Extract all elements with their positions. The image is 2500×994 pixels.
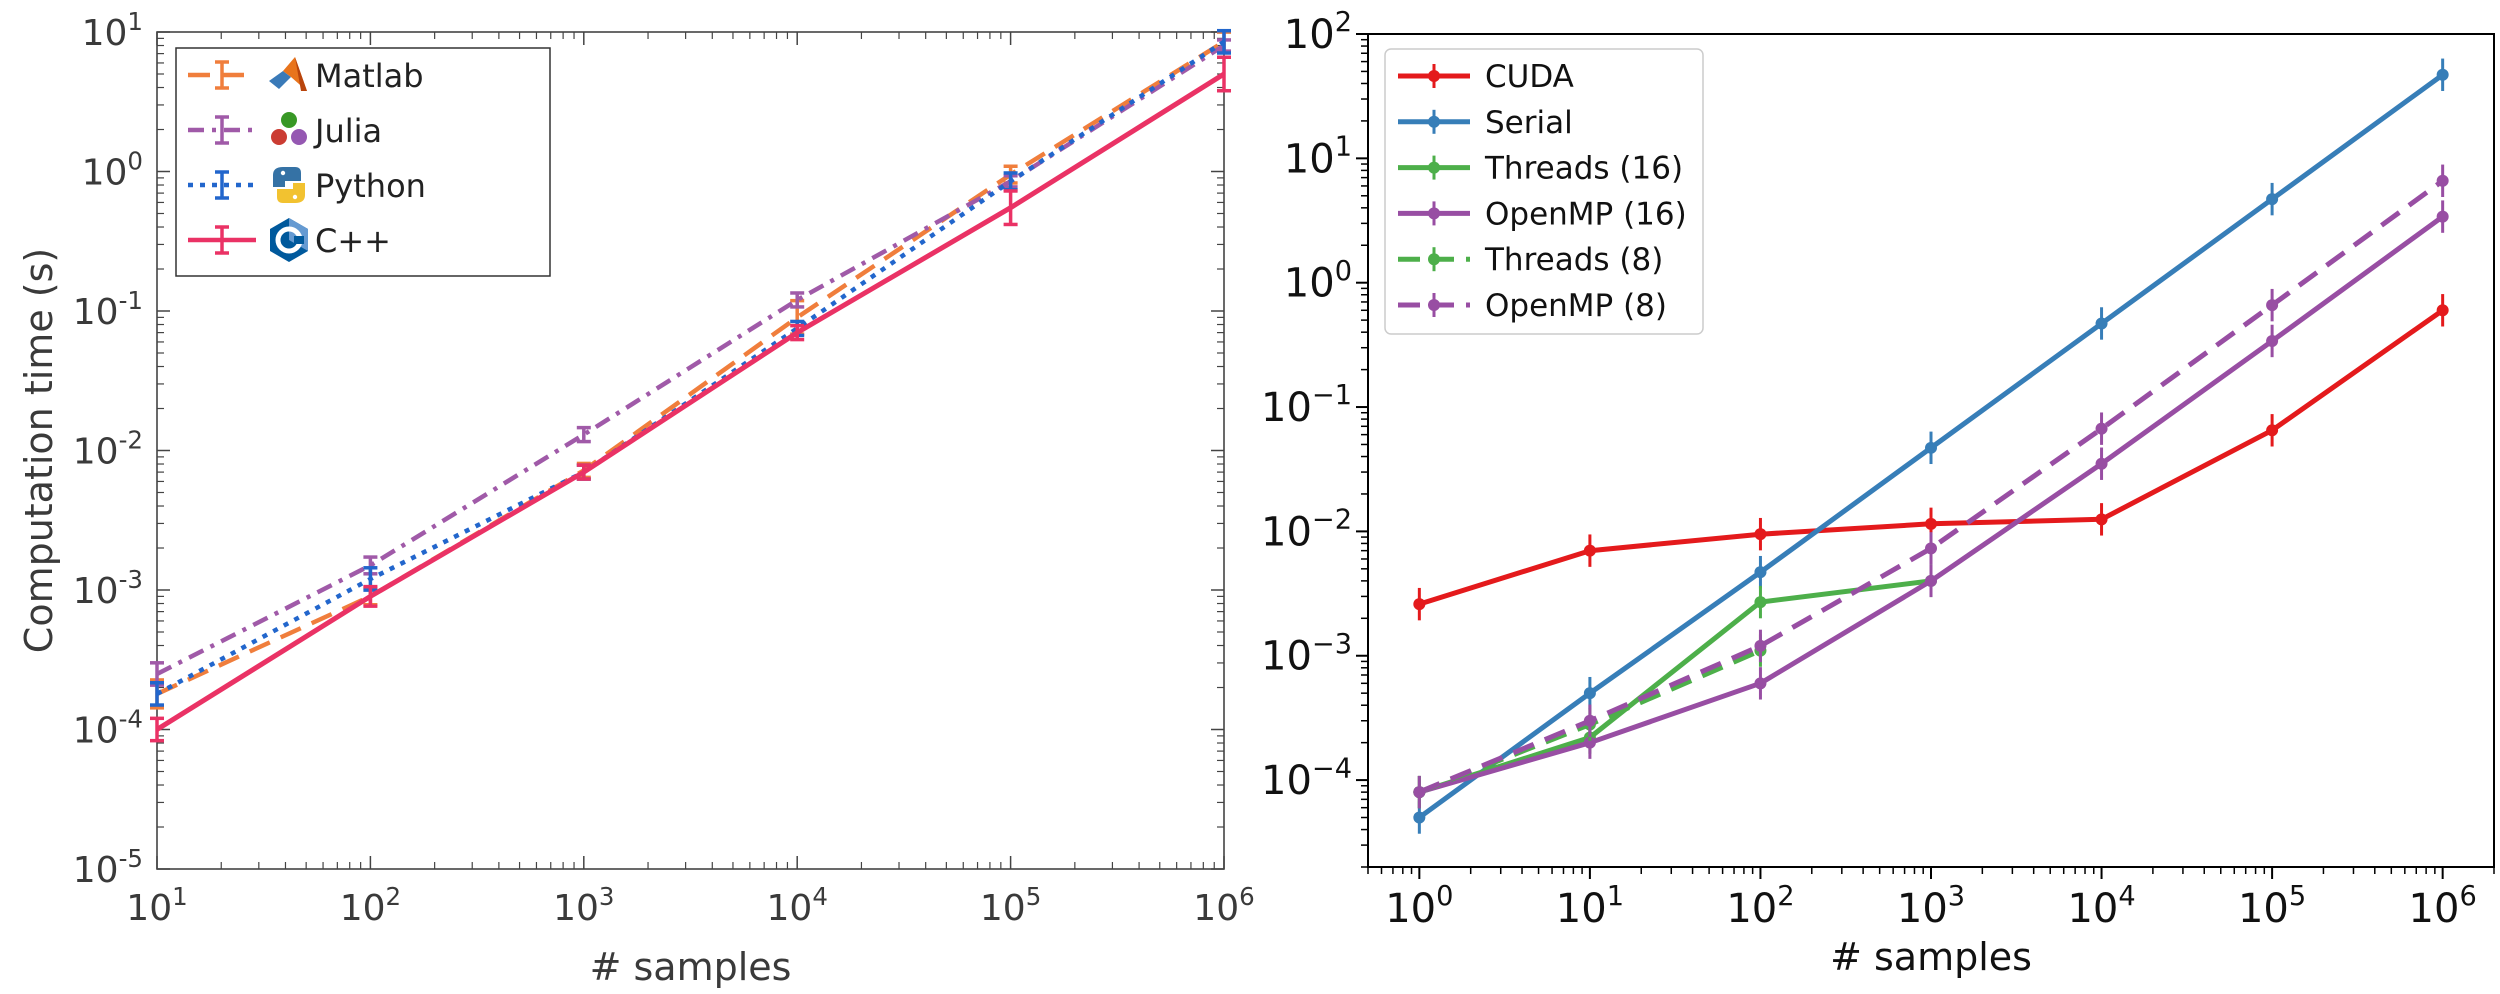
matlab-logo-part [269,71,291,89]
data-point [1754,677,1767,690]
data-point [2436,304,2449,317]
y-tick-label: 10−3 [1261,629,1352,680]
data-point [2266,424,2279,437]
legend-marker [1428,70,1440,82]
x-tick-label: 100 [1385,881,1453,932]
legend-marker [1428,299,1440,311]
legend-marker [1428,253,1440,266]
cpp-logo-c-gap [294,236,304,244]
legend-label: CUDA [1485,59,1574,95]
legend-label: Matlab [315,57,424,95]
x-tick-label: 103 [1897,881,1965,932]
legend: CUDA Serial Threads (16) OpenMP (16) Threads… [1384,48,1704,335]
x-tick-label: 102 [1726,881,1794,932]
y-tick-label: 101 [1284,132,1352,183]
x-tick-label: 103 [553,882,614,929]
python-logo-eye [292,194,298,200]
data-point [1754,566,1767,579]
data-point [1754,528,1767,541]
legend-marker [1428,115,1440,128]
legend-label: Python [315,167,426,205]
right-panel: 100 101 102 103 104 105 106 10−4 10−3 10−2 10−1 100… [1261,7,2495,979]
data-point [2436,68,2449,81]
left-panel: 101 102 103 104 105 106 10-5 10-4 10-3 10-2 10-1 10… [17,7,1255,989]
x-tick-label: 101 [126,882,187,929]
data-point [1583,714,1596,727]
cpp-logo-icon [270,218,308,262]
x-tick-label: 106 [2409,881,2477,932]
series-line-matlab [156,39,1226,696]
legend-label: OpenMP (16) [1485,196,1687,232]
y-tick-label: 102 [1284,7,1352,58]
julia-logo-dot [271,129,287,145]
data-point [1583,544,1596,557]
data-point [1413,811,1426,824]
data-point [1925,574,1937,587]
y-tick-label: 101 [82,7,143,54]
python-logo-part [273,167,301,187]
x-axis-label: # samples [1830,935,2032,979]
series-line-cpp [155,71,1226,732]
legend-label: Julia [313,112,382,150]
data-point [1413,786,1426,799]
data-point [2266,334,2279,347]
julia-logo-dot [281,112,297,128]
legend-label: OpenMP (8) [1485,288,1667,324]
data-point [2095,513,2108,526]
y-tick-label: 100 [82,146,143,193]
y-axis-label: Computation time (s) [17,248,61,653]
y-tick-label: 10-4 [73,704,143,751]
data-point [2436,174,2449,187]
data-point [1583,736,1596,749]
data-point [1925,517,1937,530]
data-point [1583,687,1596,700]
series-line-julia [155,43,1226,677]
data-point [2095,457,2108,470]
python-logo-icon [273,167,305,203]
data-point [2095,317,2108,330]
x-tick-label: 104 [2067,881,2135,932]
data-point [2266,299,2279,312]
matlab-logo-part [295,57,307,91]
y-tick-label: 10−4 [1261,753,1352,804]
julia-logo-dot [291,129,307,145]
data-point [1413,598,1426,611]
data-point [1925,441,1937,454]
legend-label: Threads (16) [1484,151,1683,187]
x-axis-label: # samples [590,945,792,989]
legend: Matlab Julia Python C++ [175,47,551,277]
data-point [2266,193,2279,206]
y-tick-label: 10-2 [73,425,143,472]
data-point [2095,422,2108,435]
matlab-logo-icon [269,57,307,91]
x-tick-label: 106 [1193,882,1254,929]
x-tick-label: 104 [767,882,828,929]
data-point [1925,542,1937,555]
x-tick-label: 105 [2238,881,2306,932]
python-logo-part [277,183,305,203]
legend-marker [1428,207,1440,220]
python-logo-eye [280,170,286,176]
data-point [2436,210,2449,223]
legend-label: Serial [1485,105,1573,141]
data-point [1754,639,1767,652]
data-point [1754,596,1767,609]
y-tick-label: 10-5 [73,844,143,891]
x-tick-label: 101 [1556,881,1624,932]
legend-marker [1428,161,1440,174]
y-tick-label: 10-1 [73,286,143,333]
legend-label: Threads (8) [1484,242,1663,278]
legend-label: C++ [315,222,391,260]
julia-logo-icon [271,112,307,145]
y-tick-label: 10−2 [1261,505,1352,556]
x-tick-label: 102 [340,882,401,929]
y-tick-label: 100 [1284,256,1352,307]
x-tick-label: 105 [980,882,1041,929]
y-tick-label: 10-3 [73,565,143,612]
y-tick-label: 10−1 [1261,380,1352,431]
